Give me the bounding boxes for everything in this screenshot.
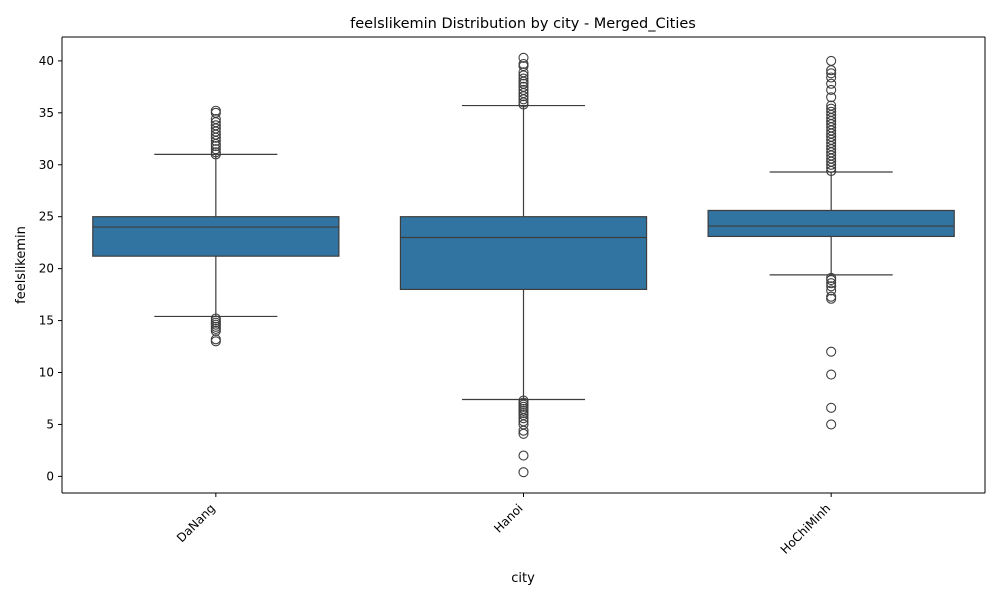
y-tick-label: 25 <box>39 210 54 224</box>
outlier-point <box>518 416 529 427</box>
box-group-hochiminh <box>707 55 955 430</box>
outlier-point <box>210 120 221 131</box>
outlier-point <box>826 55 837 66</box>
outlier-point <box>826 272 837 284</box>
outlier-point <box>826 100 837 111</box>
outlier-point <box>210 144 221 155</box>
y-tick-label: 0 <box>46 469 54 483</box>
box-iqr <box>399 216 648 291</box>
box-iqr <box>707 209 955 238</box>
y-axis-label: feelslikemin <box>14 226 29 304</box>
outlier-point <box>826 402 837 413</box>
outlier-point <box>518 67 529 78</box>
box-group-hanoi <box>399 52 648 478</box>
outlier-point <box>518 84 529 96</box>
outlier-point <box>518 467 529 478</box>
outlier-point <box>518 58 529 70</box>
outlier-point <box>826 72 837 83</box>
outlier-point <box>210 105 221 116</box>
y-tick-label: 35 <box>39 106 54 120</box>
outlier-point <box>826 68 837 79</box>
outlier-point <box>826 78 837 89</box>
y-tick-label: 15 <box>39 314 54 328</box>
outlier-point <box>518 81 529 92</box>
chart-title: feelslikemin Distribution by city - Merg… <box>350 16 696 32</box>
outlier-point <box>210 313 221 324</box>
outlier-point <box>826 285 837 296</box>
box-group-danang <box>92 105 340 347</box>
y-tick-label: 20 <box>39 262 54 276</box>
outlier-point <box>518 52 529 63</box>
y-tick-label: 10 <box>39 366 54 380</box>
y-tick-label: 30 <box>39 158 54 172</box>
outlier-point <box>518 450 529 461</box>
outlier-point <box>826 346 837 357</box>
outlier-point <box>826 84 837 96</box>
outlier-point <box>210 114 221 125</box>
y-tick-label: 5 <box>46 417 54 431</box>
y-tick-label: 40 <box>39 54 54 68</box>
outlier-point <box>518 395 529 406</box>
outlier-point <box>826 281 837 292</box>
outlier-point <box>826 369 837 380</box>
outlier-point <box>518 73 529 84</box>
outlier-point <box>210 334 221 345</box>
plot-area <box>92 52 955 478</box>
outlier-point <box>826 291 837 302</box>
outlier-point <box>210 147 221 158</box>
outlier-point <box>826 103 837 114</box>
outlier-point <box>826 278 837 289</box>
x-axis-label: city <box>511 571 535 586</box>
outlier-point <box>826 92 837 103</box>
outlier-point <box>826 419 837 430</box>
outlier-point <box>826 106 837 117</box>
box-iqr <box>92 216 340 257</box>
